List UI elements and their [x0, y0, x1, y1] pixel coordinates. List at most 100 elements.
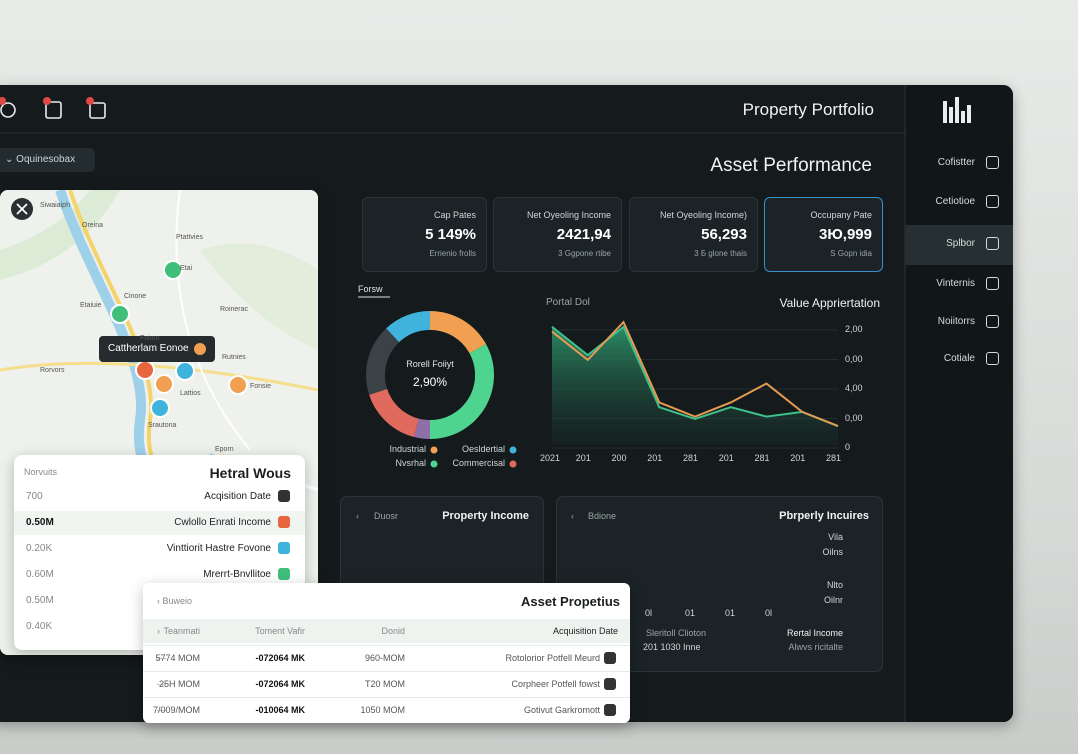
- row-highlight: [14, 511, 305, 535]
- table-cell: Corpheer Potfell fowst: [511, 679, 600, 689]
- y-label: 2,00: [845, 324, 863, 334]
- row-label: Acqisition Date: [204, 491, 271, 502]
- logo: [943, 97, 971, 123]
- income-link-text[interactable]: Duosr: [374, 511, 399, 521]
- row-dash: —: [157, 653, 166, 663]
- row-dash: —: [157, 705, 166, 715]
- kpi-value: 56,293: [701, 226, 747, 243]
- x-label: 2021: [540, 453, 561, 463]
- legend-label: Oesldertial: [461, 444, 505, 454]
- kpi-value: 3Ю,999: [818, 226, 872, 243]
- sidebar-icon: [986, 315, 999, 328]
- legend-label: Industrial: [389, 444, 426, 454]
- row-value: 0.50M: [26, 517, 54, 528]
- legend-label: Vila: [828, 532, 843, 542]
- kpi-label: Occupany Pate: [810, 210, 872, 220]
- sidebar-item[interactable]: Cetiotioe: [935, 196, 975, 207]
- sidebar-bg: [905, 85, 1013, 722]
- bars-link-text[interactable]: ‹: [571, 511, 574, 521]
- line: [551, 320, 839, 428]
- dropdown-text: Oquinesobax: [16, 154, 76, 165]
- row-value: 0.40K: [26, 621, 53, 632]
- bar-x-label: 01: [725, 608, 736, 618]
- row-value: 0.60M: [26, 569, 54, 580]
- donut-segment: [430, 344, 494, 439]
- bars-link[interactable]: Bdione: [588, 511, 617, 521]
- kpi-value: 2421,94: [556, 226, 611, 243]
- x-label: 201: [718, 453, 734, 463]
- donut-title: Forsw: [358, 284, 383, 294]
- map-callout: Cattherlam Eonoe: [108, 343, 189, 354]
- column-header: Donid: [381, 626, 405, 636]
- legend-swatch: [509, 446, 517, 454]
- map-label: Oreina: [82, 222, 104, 229]
- donut-segment: [369, 388, 419, 437]
- bar-x-label: 01: [685, 608, 696, 618]
- row-value: 0.20K: [26, 543, 53, 554]
- donut-hole: [385, 330, 475, 420]
- bar-x-label: 0l: [645, 608, 653, 618]
- x-label: 281: [683, 453, 699, 463]
- table-cell: 5774 MOM: [155, 653, 200, 663]
- bars-footer: 201 1030 Inne: [643, 642, 701, 652]
- kpi-sub: 3 Б glone thais: [694, 249, 747, 258]
- y-label: 0,00: [845, 412, 863, 423]
- table-title: Asset Propetius: [521, 594, 620, 609]
- map-label: Roinerac: [220, 306, 249, 313]
- row-icon: [278, 542, 290, 554]
- sidebar-item[interactable]: Noiitorrs: [937, 316, 975, 327]
- income-title: Property Income: [442, 510, 529, 522]
- table-cell: Gotivut Garkromott: [523, 705, 600, 715]
- legend-label: Nvsrhal: [395, 458, 426, 468]
- table-link[interactable]: ‹ Buweio: [157, 596, 193, 606]
- dropdown[interactable]: ⌄ Oquinesobax: [0, 148, 95, 172]
- row-icon: [278, 568, 290, 580]
- kpi-label: Net Oyeoling Income): [659, 210, 747, 220]
- header-title: Property Portfolio: [742, 100, 874, 119]
- bars-footer: Sleritoll Clioton: [646, 628, 707, 638]
- donut-segment: [386, 311, 430, 343]
- row-icon: [604, 704, 616, 716]
- donut-center-value: 2,90%: [412, 375, 448, 389]
- list-title: Hetral Wous: [209, 465, 291, 481]
- table-cell: -010064 MK: [255, 705, 305, 715]
- donut-segment: [414, 418, 430, 439]
- kpi-sub: S Gopn idia: [830, 249, 872, 258]
- x-label: 281: [826, 453, 842, 463]
- legend-label: Nlto: [826, 580, 843, 590]
- x-label: 201: [790, 453, 806, 463]
- table-link-text: Buweio: [162, 596, 193, 606]
- legend-swatch: [430, 446, 438, 454]
- list-header: Norvuits: [24, 467, 58, 477]
- map-label: Foimo: [140, 335, 160, 342]
- area: [552, 326, 838, 445]
- kpi-card: Net Oyeoling Income) 56,293 3 Б glone thai…: [629, 197, 758, 272]
- sidebar-icon: [986, 277, 999, 290]
- sidebar-icon: [986, 195, 999, 208]
- map-label: Ptattvies: [176, 234, 203, 241]
- sidebar-item[interactable]: Splbor: [946, 238, 975, 249]
- sidebar-item[interactable]: Cotiale: [943, 353, 975, 364]
- sidebar-item[interactable]: Cofistter: [937, 157, 975, 168]
- table-cell: Rotolorior Potfell Meurd: [505, 653, 600, 663]
- row-value: 0.50M: [26, 595, 54, 606]
- row-rule: [143, 645, 630, 646]
- donut-segment: [430, 311, 487, 354]
- kpi-sub: 3 Ggpone rtibe: [558, 249, 611, 258]
- kpi-card: Occupany Pate 3Ю,999 S Gopn idia: [764, 197, 883, 272]
- row-value: 700: [26, 491, 43, 502]
- legend-swatch: [430, 460, 438, 468]
- sidebar-item[interactable]: Vinternis: [936, 278, 975, 289]
- income-link[interactable]: ‹: [356, 511, 364, 521]
- legend-label: Oilns: [822, 547, 843, 557]
- row-label: Mrerrt-Bnvllitoe: [203, 569, 271, 580]
- column-header: Toment Vafir: [255, 626, 305, 636]
- column-chevron: ›: [157, 626, 160, 636]
- row-dash: —: [157, 679, 166, 689]
- legend-swatch: [509, 460, 517, 468]
- row-icon: [278, 490, 290, 502]
- row-icon: [604, 652, 616, 664]
- map-label: Eporn: [215, 446, 234, 453]
- row-icon: [278, 516, 290, 528]
- y-label: 4,00: [845, 383, 863, 393]
